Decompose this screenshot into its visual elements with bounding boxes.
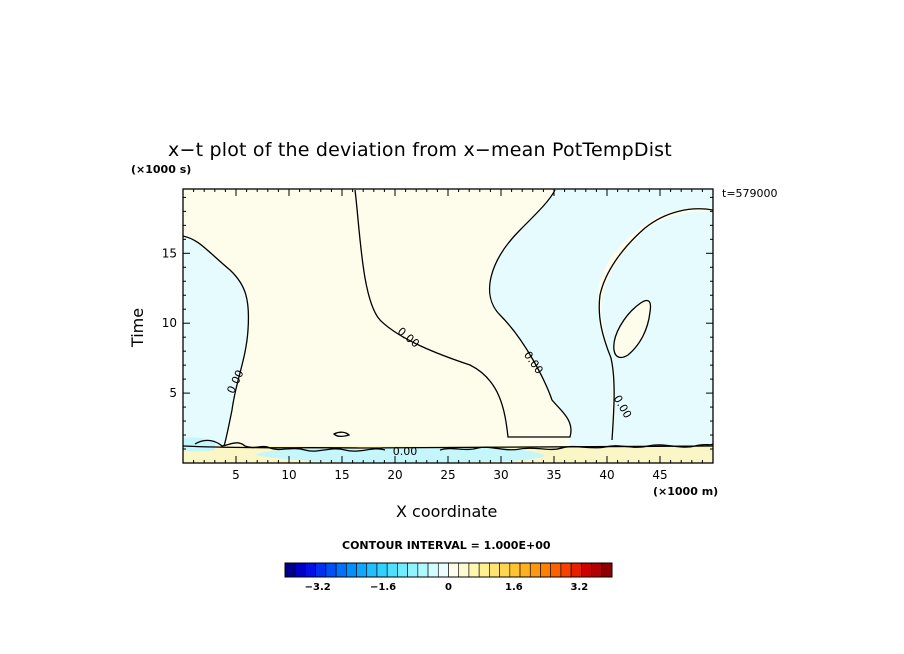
colorbar-cell: [550, 562, 562, 578]
y-tick-label: 10: [162, 316, 177, 330]
colorbar-tick-label: 1.6: [505, 582, 523, 593]
colorbar-cell: [458, 562, 470, 578]
x-tick-label: 35: [546, 468, 561, 482]
colorbar-cell: [356, 562, 368, 578]
contour-line-6: [332, 431, 351, 438]
x-tick-label: 40: [599, 468, 614, 482]
x-tick-label: 45: [652, 468, 667, 482]
contour-line-3: [183, 445, 713, 449]
x-tick-label: 30: [493, 468, 508, 482]
colorbar-cell: [325, 562, 337, 578]
x-tick-label: 15: [334, 468, 349, 482]
y-axis-unit: (×1000 s): [131, 163, 192, 176]
colorbar-cell: [386, 562, 398, 578]
colorbar-cell: [499, 562, 511, 578]
y-tick-label: 15: [162, 246, 177, 260]
colorbar-cell: [591, 562, 603, 578]
colorbar-cell: [305, 562, 316, 578]
contour-line-2: [598, 208, 713, 441]
colorbar-tick-label: −1.6: [370, 582, 396, 593]
colorbar-cell: [294, 562, 306, 578]
colorbar-cell: [601, 562, 613, 578]
region-negative-far-right-inner: [601, 211, 713, 446]
contour-closed-lobe: [613, 299, 652, 359]
colorbar-tick-label: 0: [445, 582, 452, 593]
x-tick-label: 25: [440, 468, 455, 482]
x-axis-unit: (×1000 m): [653, 485, 719, 498]
colorbar-cell: [376, 562, 388, 578]
chart-title: x−t plot of the deviation from x−mean Po…: [168, 139, 672, 161]
colorbar-cell: [529, 562, 541, 578]
colorbar-cell: [540, 562, 551, 578]
region-negative-bottom: [255, 447, 545, 463]
colorbar-cell: [468, 562, 480, 578]
colorbar-cell: [489, 562, 500, 578]
time-stamp: t=579000: [722, 187, 778, 200]
colorbar-cell: [366, 562, 378, 578]
contour-interval-note: CONTOUR INTERVAL = 1.000E+00: [342, 539, 551, 552]
colorbar-tick-label: 3.2: [570, 582, 588, 593]
colorbar-cell: [570, 562, 582, 578]
colorbar-frame: [284, 562, 613, 578]
colorbar-cell: [478, 562, 490, 578]
colorbar-cell: [437, 562, 449, 578]
colorbar-cell: [284, 562, 296, 578]
x-tick-label: 10: [281, 468, 296, 482]
region-negative-left: [183, 190, 249, 446]
colorbar-cell: [448, 562, 460, 578]
colorbar-cell: [509, 562, 521, 578]
x-axis-label: X coordinate: [396, 502, 498, 521]
contour-line-0: [183, 235, 250, 447]
x-tick-label: 5: [232, 468, 240, 482]
colorbar-cell: [427, 562, 439, 578]
colorbar-cell: [560, 562, 572, 578]
colorbar-cell: [519, 562, 531, 578]
colorbar-cell: [581, 562, 592, 578]
colorbar-cell: [417, 562, 429, 578]
x-tick-label: 20: [387, 468, 402, 482]
colorbar-cell: [335, 562, 347, 578]
region-positive-center: [355, 190, 571, 437]
colorbar-cell: [397, 562, 408, 578]
region-negative-right-body: [489, 190, 713, 446]
colorbar-cell: [315, 562, 327, 578]
colorbar-cell: [346, 562, 357, 578]
contour-line-5: [439, 443, 713, 451]
y-tick-label: 5: [169, 386, 177, 400]
contour-label: 0.00: [393, 445, 418, 458]
colorbar-tick-label: −3.2: [305, 582, 331, 593]
contour-line-4: [194, 439, 386, 452]
colorbar-cell: [407, 562, 419, 578]
contour-line-1: [354, 189, 572, 438]
